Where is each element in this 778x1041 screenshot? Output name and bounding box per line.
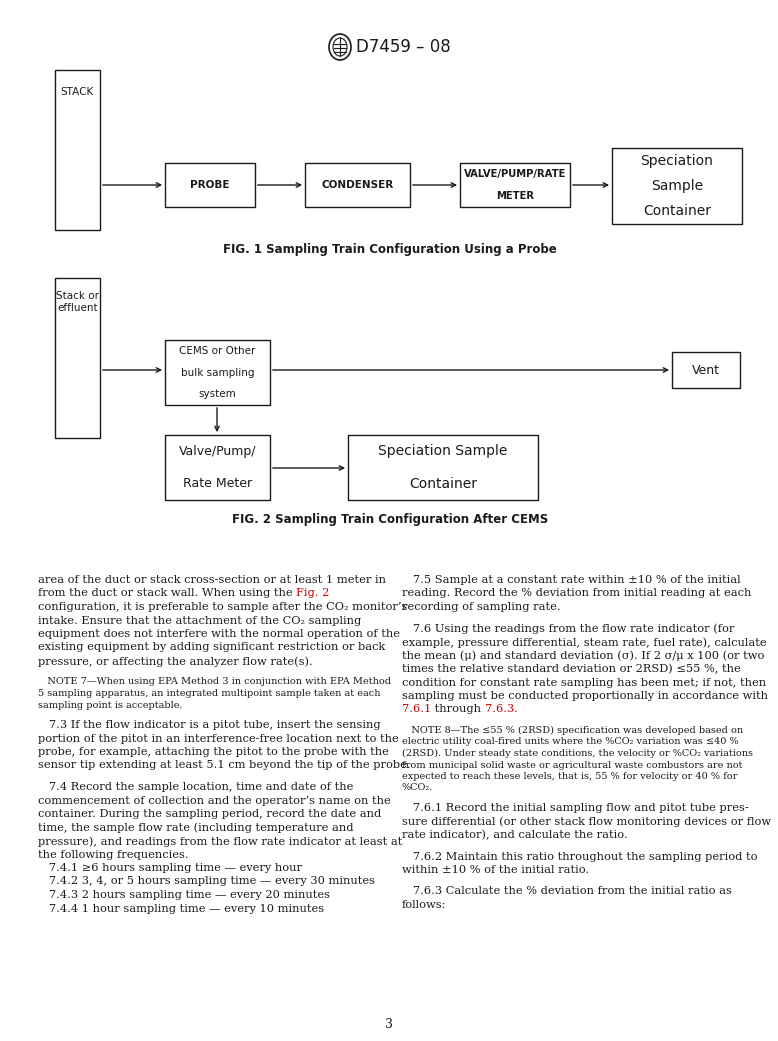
Text: Stack or: Stack or (56, 291, 99, 301)
Text: from the duct or stack wall. When using the: from the duct or stack wall. When using … (38, 588, 296, 599)
Text: system: system (198, 389, 237, 399)
Text: 5 sampling apparatus, an integrated multipoint sample taken at each: 5 sampling apparatus, an integrated mult… (38, 689, 380, 699)
Text: rate indicator), and calculate the ratio.: rate indicator), and calculate the ratio… (402, 830, 628, 840)
Text: 7.4.2 3, 4, or 5 hours sampling time — every 30 minutes: 7.4.2 3, 4, or 5 hours sampling time — e… (38, 877, 375, 887)
Bar (348, 435, 538, 500)
Text: %CO₂.: %CO₂. (402, 784, 433, 792)
Text: portion of the pitot in an interference-free location next to the: portion of the pitot in an interference-… (38, 734, 399, 743)
Text: NOTE 8—The ≤55 % (2RSD) specification was developed based on: NOTE 8—The ≤55 % (2RSD) specification wa… (402, 726, 743, 735)
Text: Fig. 2: Fig. 2 (296, 588, 330, 599)
Text: 7.6.3 Calculate the % deviation from the initial ratio as: 7.6.3 Calculate the % deviation from the… (402, 887, 732, 896)
Text: Sample: Sample (651, 179, 703, 193)
Text: 7.4.1 ≥6 hours sampling time — every hour: 7.4.1 ≥6 hours sampling time — every hou… (38, 863, 302, 873)
Text: times the relative standard deviation or 2RSD) ≤55 %, the: times the relative standard deviation or… (402, 664, 741, 675)
Text: the following frequencies.: the following frequencies. (38, 849, 188, 860)
Text: Rate Meter: Rate Meter (183, 477, 252, 490)
Text: the mean (μ) and standard deviation (σ). If 2 σ/μ x 100 (or two: the mean (μ) and standard deviation (σ).… (402, 651, 764, 661)
Text: sampling must be conducted proportionally in accordance with: sampling must be conducted proportionall… (402, 691, 768, 701)
Text: Speciation: Speciation (640, 154, 713, 168)
Text: configuration, it is preferable to sample after the CO₂ monitor’s: configuration, it is preferable to sampl… (38, 602, 408, 612)
Text: intake. Ensure that the attachment of the CO₂ sampling: intake. Ensure that the attachment of th… (38, 615, 361, 626)
Text: time, the sample flow rate (including temperature and: time, the sample flow rate (including te… (38, 822, 353, 833)
Text: 7.5 Sample at a constant rate within ±10 % of the initial: 7.5 Sample at a constant rate within ±10… (402, 575, 741, 585)
Text: existing equipment by adding significant restriction or back: existing equipment by adding significant… (38, 642, 385, 653)
Text: 7.6.3.: 7.6.3. (485, 705, 518, 714)
Text: 7.6.1 Record the initial sampling flow and pitot tube pres-: 7.6.1 Record the initial sampling flow a… (402, 803, 748, 813)
Text: reading. Record the % deviation from initial reading at each: reading. Record the % deviation from ini… (402, 588, 752, 599)
Text: effluent: effluent (58, 303, 98, 313)
Text: NOTE 7—When using EPA Method 3 in conjunction with EPA Method: NOTE 7—When using EPA Method 3 in conjun… (38, 678, 391, 686)
Text: STACK: STACK (61, 87, 94, 97)
Bar (305, 163, 410, 207)
Text: from municipal solid waste or agricultural waste combustors are not: from municipal solid waste or agricultur… (402, 761, 742, 769)
Text: follows:: follows: (402, 900, 447, 910)
Bar (55, 70, 100, 230)
Text: CEMS or Other: CEMS or Other (179, 346, 256, 356)
Text: Valve/Pump/: Valve/Pump/ (179, 445, 256, 458)
Text: FIG. 1 Sampling Train Configuration Using a Probe: FIG. 1 Sampling Train Configuration Usin… (223, 244, 557, 256)
Text: equipment does not interfere with the normal operation of the: equipment does not interfere with the no… (38, 629, 400, 639)
Text: Vent: Vent (692, 363, 720, 377)
Text: Container: Container (643, 204, 711, 219)
Bar (165, 435, 270, 500)
Text: METER: METER (496, 191, 534, 201)
Text: within ±10 % of the initial ratio.: within ±10 % of the initial ratio. (402, 865, 589, 875)
Text: sensor tip extending at least 5.1 cm beyond the tip of the probe.: sensor tip extending at least 5.1 cm bey… (38, 761, 411, 770)
Text: bulk sampling: bulk sampling (180, 367, 254, 378)
Text: 3: 3 (385, 1018, 393, 1032)
Text: PROBE: PROBE (191, 180, 230, 191)
Text: commencement of collection and the operator’s name on the: commencement of collection and the opera… (38, 795, 391, 806)
Text: pressure, or affecting the analyzer flow rate(s).: pressure, or affecting the analyzer flow… (38, 656, 313, 666)
Bar (55, 278, 100, 438)
Text: 7.4.3 2 hours sampling time — every 20 minutes: 7.4.3 2 hours sampling time — every 20 m… (38, 890, 330, 900)
Text: D7459 – 08: D7459 – 08 (356, 39, 450, 56)
Text: area of the duct or stack cross-section or at least 1 meter in: area of the duct or stack cross-section … (38, 575, 386, 585)
Text: 7.4 Record the sample location, time and date of the: 7.4 Record the sample location, time and… (38, 782, 353, 792)
Text: 7.4.4 1 hour sampling time — every 10 minutes: 7.4.4 1 hour sampling time — every 10 mi… (38, 904, 324, 914)
Text: condition for constant rate sampling has been met; if not, then: condition for constant rate sampling has… (402, 678, 766, 687)
Text: example, pressure differential, steam rate, fuel rate), calculate: example, pressure differential, steam ra… (402, 637, 766, 648)
Text: 7.6.2 Maintain this ratio throughout the sampling period to: 7.6.2 Maintain this ratio throughout the… (402, 852, 758, 862)
Text: expected to reach these levels, that is, 55 % for velocity or 40 % for: expected to reach these levels, that is,… (402, 772, 738, 781)
Text: CONDENSER: CONDENSER (321, 180, 394, 191)
Text: sampling point is acceptable.: sampling point is acceptable. (38, 701, 183, 710)
Bar (165, 340, 270, 405)
Text: VALVE/PUMP/RATE: VALVE/PUMP/RATE (464, 169, 566, 179)
Bar (165, 163, 255, 207)
Text: (2RSD). Under steady state conditions, the velocity or %CO₂ variations: (2RSD). Under steady state conditions, t… (402, 750, 753, 758)
Text: pressure), and readings from the flow rate indicator at least at: pressure), and readings from the flow ra… (38, 836, 402, 846)
Text: probe, for example, attaching the pitot to the probe with the: probe, for example, attaching the pitot … (38, 747, 389, 757)
Bar (612, 148, 742, 224)
Text: FIG. 2 Sampling Train Configuration After CEMS: FIG. 2 Sampling Train Configuration Afte… (232, 513, 548, 527)
Text: Speciation Sample: Speciation Sample (378, 445, 508, 458)
Text: container. During the sampling period, record the date and: container. During the sampling period, r… (38, 809, 381, 819)
Text: 7.3 If the flow indicator is a pitot tube, insert the sensing: 7.3 If the flow indicator is a pitot tub… (38, 720, 380, 730)
Text: 7.6 Using the readings from the flow rate indicator (for: 7.6 Using the readings from the flow rat… (402, 624, 734, 634)
Text: electric utility coal-fired units where the %CO₂ variation was ≤40 %: electric utility coal-fired units where … (402, 737, 738, 746)
Text: sure differential (or other stack flow monitoring devices or flow: sure differential (or other stack flow m… (402, 816, 771, 827)
Bar (672, 352, 740, 388)
Text: Container: Container (409, 477, 477, 490)
Text: through: through (431, 705, 485, 714)
Text: 7.6.1: 7.6.1 (402, 705, 431, 714)
Text: recording of sampling rate.: recording of sampling rate. (402, 602, 561, 612)
Bar (460, 163, 570, 207)
